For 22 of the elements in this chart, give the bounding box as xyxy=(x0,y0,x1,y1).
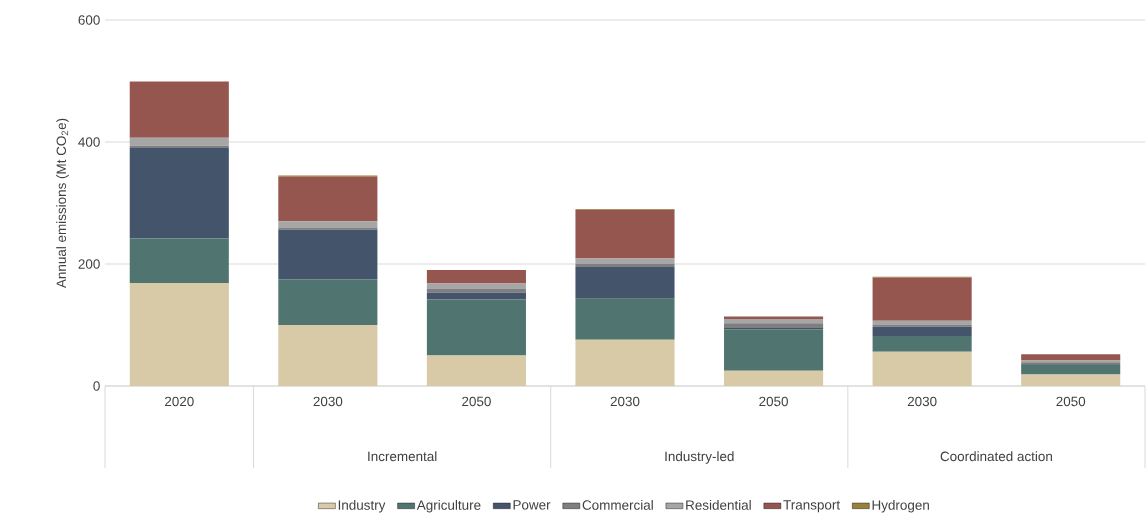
text: Coordinated action xyxy=(940,451,1052,462)
y-tick-label: 400 xyxy=(78,137,100,147)
text: Incremental xyxy=(368,451,437,462)
y-axis-title: Annual emissions (Mt CO$_{2}$e) xyxy=(56,118,69,289)
x-tick-label: 2030 xyxy=(907,396,937,407)
y-tick-label: 200 xyxy=(78,259,100,269)
x-tick-label: 2020 xyxy=(165,396,194,407)
x-tick-label: 2030 xyxy=(610,396,640,407)
legend-label: Commercial xyxy=(582,499,653,510)
legend-label: Power xyxy=(513,500,551,510)
legend-label: Hydrogen xyxy=(872,499,929,513)
y-tick-label: 600 xyxy=(78,15,100,25)
x-tick-label: 2050 xyxy=(1056,396,1086,407)
x-tick-label: 2050 xyxy=(759,396,788,407)
text: Industry-led xyxy=(665,451,734,464)
x-tick-label: 2030 xyxy=(313,396,343,407)
legend-label: Transport xyxy=(783,500,841,513)
x-tick-label: 2050 xyxy=(462,396,491,407)
legend-label: Residential xyxy=(686,499,751,510)
legend-label: Industry xyxy=(338,499,386,513)
legend-label: Agriculture xyxy=(416,499,481,513)
y-tick-label: 0 xyxy=(93,381,100,391)
